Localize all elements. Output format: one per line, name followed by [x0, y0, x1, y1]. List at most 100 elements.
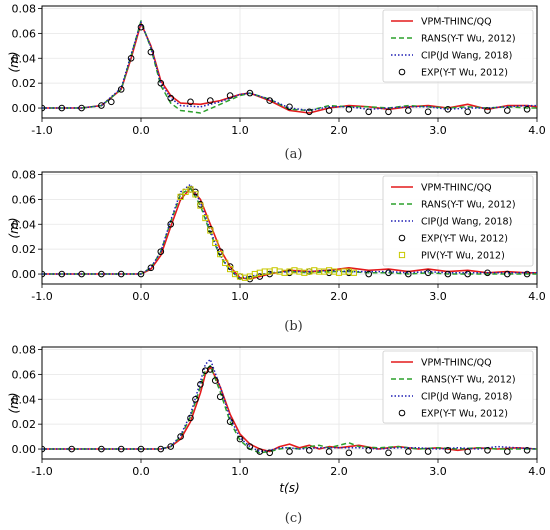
plot-frame	[41, 171, 538, 285]
legend: VPM-THINC/QQ RANS(Y-T Wu, 2012) CIP(Jd Wan…	[382, 350, 534, 424]
x-tick-label: 1.0	[231, 290, 249, 303]
series-exp-y-t-wu-2012-point	[424, 448, 432, 455]
series-exp-y-t-wu-2012-point	[226, 92, 234, 99]
series-exp-y-t-wu-2012-point	[306, 446, 313, 454]
series-exp-y-t-wu-2012-point	[98, 102, 105, 109]
x-tick-label: 3.0	[429, 124, 447, 137]
series-piv-y-t-wu-2012-point	[212, 239, 219, 247]
series-exp-y-t-wu-2012-point	[226, 418, 234, 425]
series-exp-y-t-wu-2012-point	[147, 264, 155, 272]
x-tick-label: -1.0	[31, 290, 52, 303]
series-exp-y-t-wu-2012-point	[504, 107, 511, 114]
series-exp-y-t-wu-2012-point	[192, 395, 199, 403]
series-piv-y-t-wu-2012-point	[202, 214, 209, 222]
series-exp-y-t-wu-2012-point	[484, 269, 491, 277]
series-exp-y-t-wu-2012-point	[78, 104, 85, 112]
legend-label: RANS(Y-T Wu, 2012)	[421, 200, 516, 211]
y-tick-label: 0.02	[12, 77, 37, 90]
series-exp-y-t-wu-2012-point	[325, 107, 333, 114]
series-exp-y-t-wu-2012-point	[464, 448, 472, 455]
series-exp-y-t-wu-2012-point	[207, 97, 214, 104]
series-exp-y-t-wu-2012-point	[405, 448, 412, 455]
series-exp-y-t-wu-2012-point	[157, 248, 165, 255]
legend-label: VPM-THINC/QQ	[421, 358, 492, 369]
series-exp-y-t-wu-2012-point	[523, 105, 531, 113]
panel-caption: (c)	[285, 511, 302, 526]
x-tick-label: 1.0	[231, 124, 249, 137]
legend-label: EXP(Y-T Wu, 2012)	[421, 409, 508, 420]
series-exp-y-t-wu-2012-point	[207, 366, 214, 373]
series-exp-y-t-wu-2012-point	[246, 443, 254, 450]
series-exp-y-t-wu-2012-point	[365, 446, 373, 454]
legend-box	[382, 350, 534, 424]
series-exp-y-t-wu-2012-point	[167, 94, 174, 102]
series-exp-y-t-wu-2012-point	[137, 23, 145, 31]
series-exp-y-t-wu-2012-point	[187, 98, 194, 106]
series-exp-y-t-wu-2012-point	[345, 449, 353, 457]
series-exp-y-t-wu-2012-point	[157, 445, 165, 453]
series-exp-y-t-wu-2012-point	[147, 48, 155, 56]
series-piv-y-t-wu-2012-point	[187, 186, 194, 193]
x-tick-label: 1.0	[231, 465, 249, 478]
series-exp-y-t-wu-2012-point	[108, 98, 115, 106]
x-tick-label: 2.0	[330, 290, 348, 303]
series-exp-y-t-wu-2012-point	[236, 435, 244, 443]
series-vpm-thinc-qq-line	[42, 366, 537, 453]
legend: VPM-THINC/QQ RANS(Y-T Wu, 2012) CIP(Jd Wan…	[382, 175, 534, 267]
y-tick-label: 0.02	[12, 243, 37, 256]
series-exp-y-t-wu-2012-point	[424, 269, 432, 277]
legend-swatch	[398, 251, 406, 259]
legend-label: CIP(Jd Wang, 2018)	[421, 51, 512, 62]
series-exp-y-t-wu-2012-point	[58, 104, 66, 112]
series-exp-y-t-wu-2012-point	[484, 446, 491, 454]
plot-area	[42, 183, 537, 283]
x-tick-label: 3.0	[429, 465, 447, 478]
x-tick-label: -1.0	[31, 124, 52, 137]
panel-c: -1.0 0.0 1.0 2.0 3.0 4.0 0.00 0.02 0.04 0.06 0.08 (…	[7, 343, 546, 526]
series-exp-y-t-wu-2012-point	[464, 108, 472, 116]
series-piv-y-t-wu-2012-point	[207, 227, 214, 234]
y-tick-label: 0.06	[12, 368, 37, 381]
legend-label: RANS(Y-T Wu, 2012)	[421, 375, 516, 386]
series-exp-y-t-wu-2012-point	[42, 445, 46, 453]
legend-label: CIP(Jd Wang, 2018)	[421, 217, 512, 228]
series-exp-y-t-wu-2012-point	[385, 108, 392, 116]
series-exp-y-t-wu-2012-point	[211, 377, 219, 384]
series-piv-y-t-wu-2012-point	[192, 191, 199, 198]
series-exp-y-t-wu-2012-point	[444, 270, 452, 278]
series-exp-y-t-wu-2012-point	[405, 107, 412, 114]
y-tick-label: 0.06	[12, 27, 37, 40]
series-exp-y-t-wu-2012-point	[246, 89, 254, 97]
y-tick-label: 0.00	[12, 102, 37, 115]
x-tick-label: 4.0	[528, 465, 546, 478]
series-exp-y-t-wu-2012-point	[197, 381, 204, 388]
series-exp-y-t-wu-2012-point	[157, 79, 165, 87]
x-tick-label: 0.0	[132, 290, 150, 303]
y-tick-label: 0.08	[12, 343, 37, 356]
series-exp-y-t-wu-2012-point	[405, 270, 412, 278]
series-exp-y-t-wu-2012-point	[385, 449, 392, 457]
legend-label: EXP(Y-T Wu, 2012)	[421, 234, 508, 245]
panel-caption: (a)	[285, 147, 303, 162]
y-tick-label: 0.08	[12, 168, 37, 181]
series-exp-y-t-wu-2012-point	[523, 446, 531, 454]
y-tick-label: 0.00	[12, 268, 37, 281]
series-exp-y-t-wu-2012-point	[286, 103, 293, 111]
series-exp-y-t-wu-2012-point	[385, 269, 392, 277]
y-tick-label: 0.04	[12, 218, 37, 231]
legend-swatch	[398, 68, 406, 76]
x-tick-label: -1.0	[31, 465, 52, 478]
series-exp-y-t-wu-2012-point	[78, 270, 85, 278]
series-exp-y-t-wu-2012-point	[42, 104, 46, 112]
series-exp-y-t-wu-2012-point	[137, 270, 145, 278]
series-rans-y-t-wu-2012-line	[42, 187, 537, 280]
legend-label: VPM-THINC/QQ	[421, 183, 492, 194]
series-exp-y-t-wu-2012-point	[484, 107, 491, 114]
series-exp-y-t-wu-2012-point	[98, 445, 105, 453]
series-exp-y-t-wu-2012-point	[216, 393, 224, 401]
series-exp-y-t-wu-2012-point	[365, 108, 373, 116]
legend-label: VPM-THINC/QQ	[421, 17, 492, 28]
panel-a: -1.0 0.0 1.0 2.0 3.0 4.0 0.00 0.02 0.04 0.06 0.08 (…	[7, 2, 546, 162]
series-exp-y-t-wu-2012-point	[177, 433, 184, 440]
